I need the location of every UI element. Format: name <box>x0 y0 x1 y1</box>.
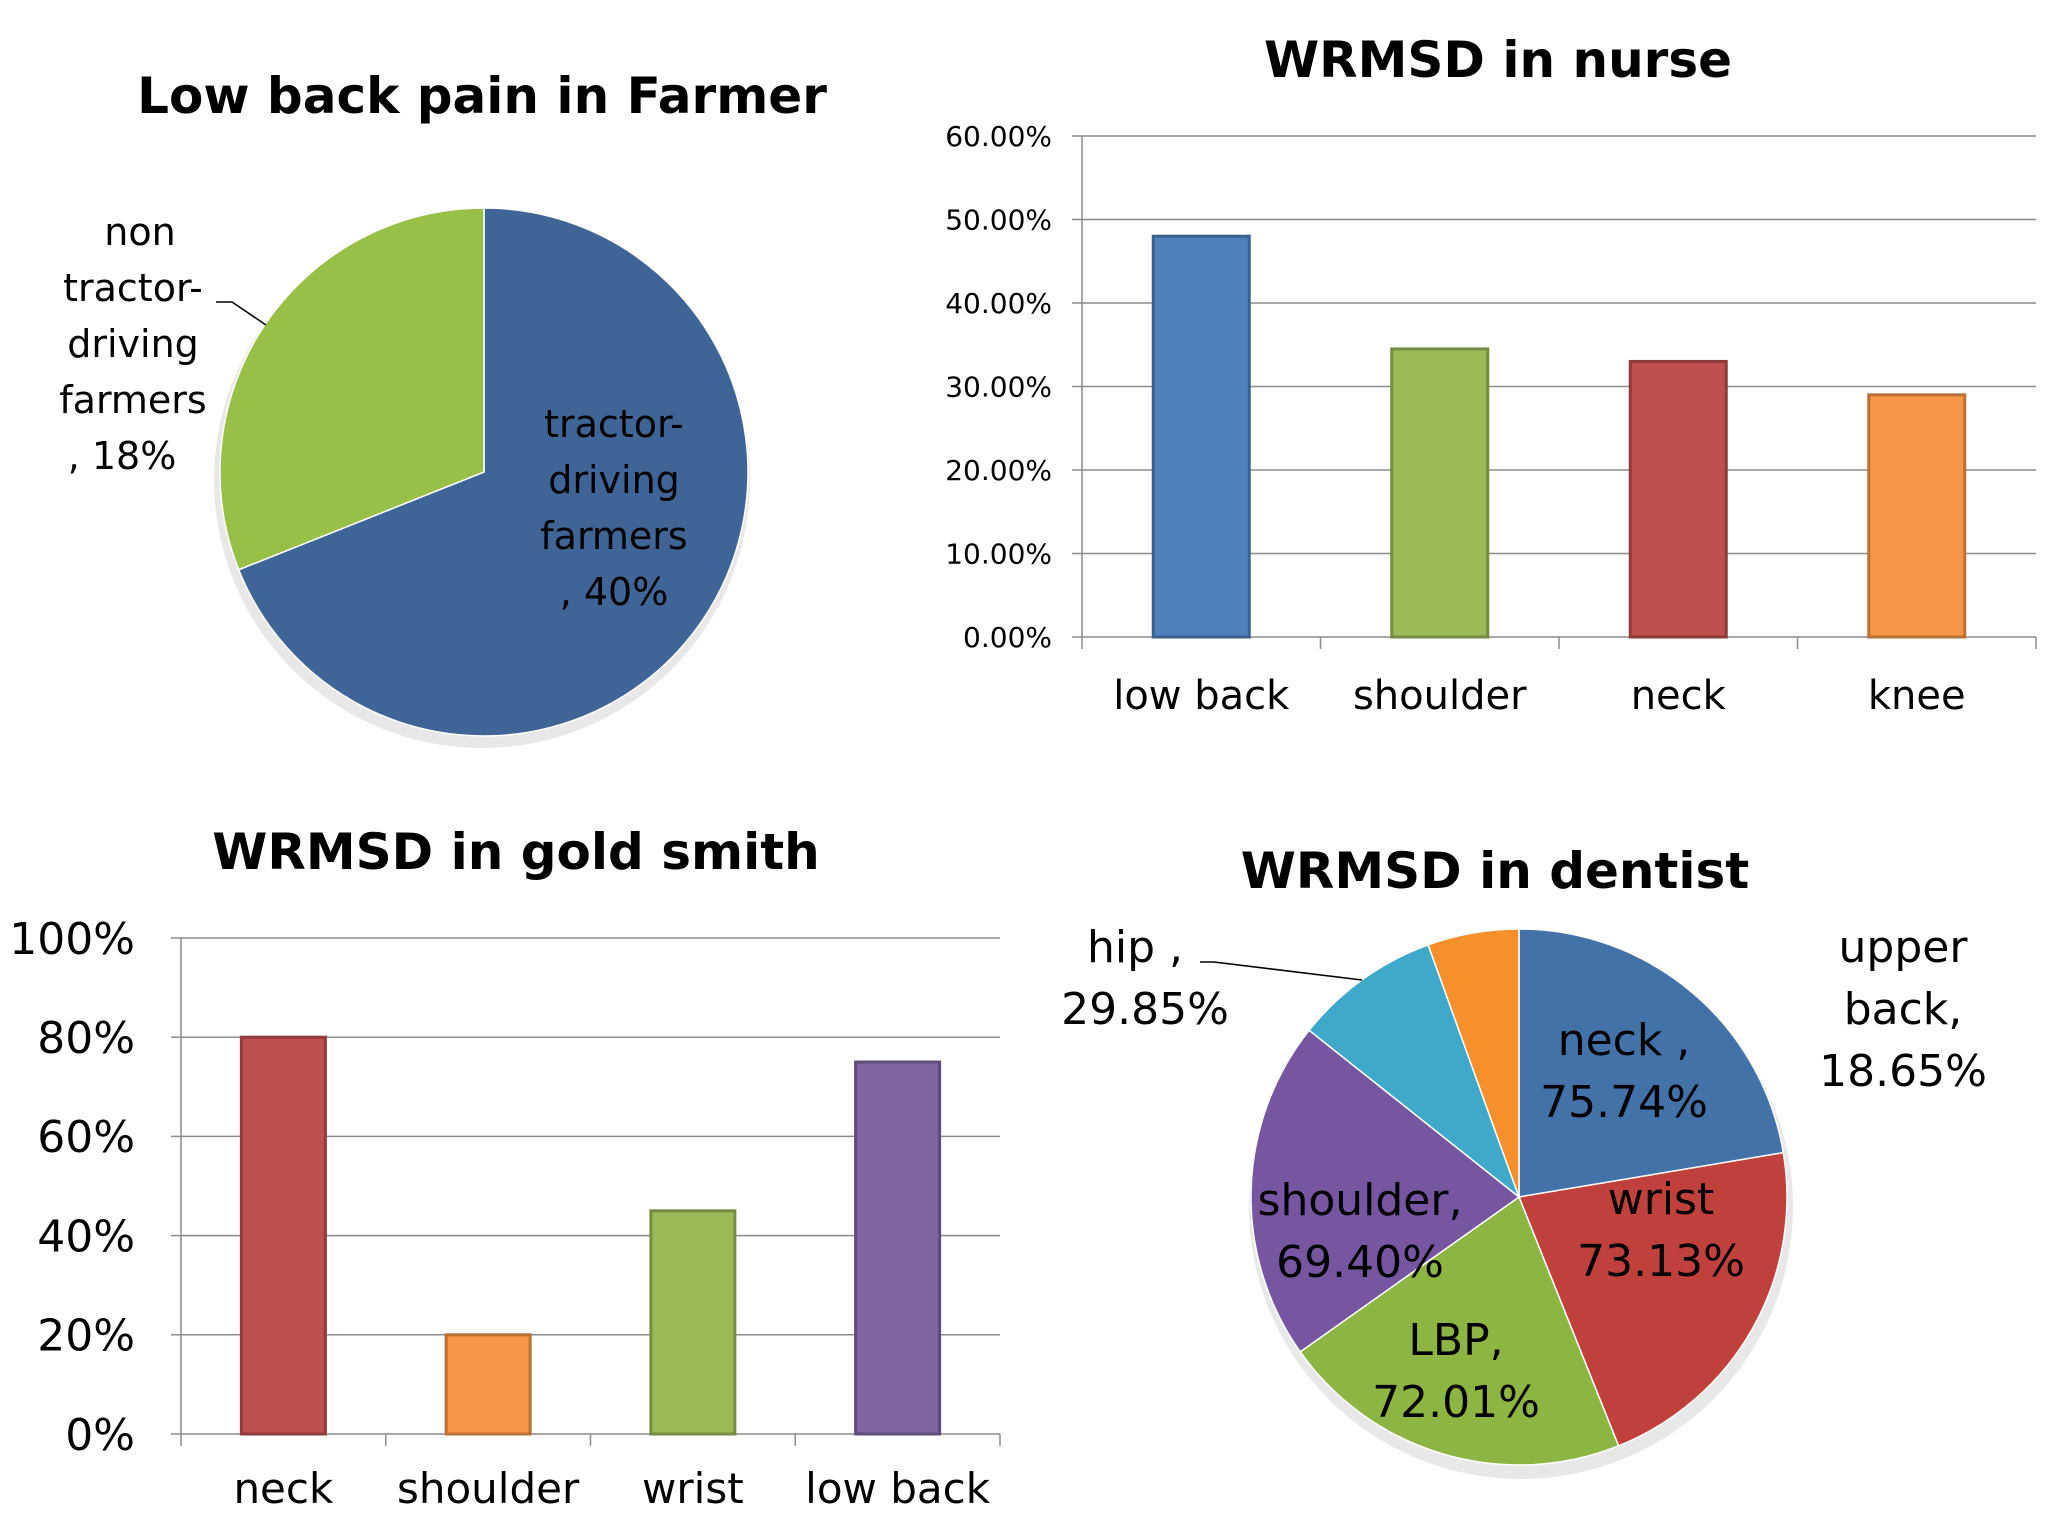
farmer-label-non-tractor-line: driving <box>67 322 199 366</box>
goldsmith-y-tick-label: 100% <box>9 914 135 965</box>
nurse-bar-low-back <box>1151 234 1251 639</box>
farmer-pie-slice-tractor <box>237 207 749 737</box>
farmer-label-tractor-line: driving <box>548 458 680 502</box>
dentist-pie-slice-LBP <box>1299 1195 1620 1466</box>
nurse-y-tick-label: 60.00% <box>945 120 1052 153</box>
goldsmith-bar-low-back <box>854 1060 942 1436</box>
nurse-x-category-label: low back <box>1113 673 1290 719</box>
farmer-label-non-tractor-line: , 18% <box>68 434 177 478</box>
goldsmith-y-tick-label: 0% <box>65 1410 135 1461</box>
dentist-label-neck: neck , <box>1558 1015 1691 1066</box>
nurse-y-tick-label: 50.00% <box>945 204 1052 237</box>
dentist-hip-leader-line <box>1200 961 1363 981</box>
dentist-chart-title: WRMSD in dentist <box>1241 842 1749 900</box>
dentist-label-upper-back: 18.65% <box>1819 1046 1987 1097</box>
dentist-pie-slice-hip <box>1308 943 1521 1200</box>
nurse-x-category-label: knee <box>1868 673 1966 719</box>
nurse-x-category-label: shoulder <box>1353 673 1527 719</box>
dentist-label-neck: 75.74% <box>1540 1077 1708 1128</box>
dentist-pie-chart: WRMSD in dentist neck , 75.74% wrist 73.13% L… <box>1061 842 1987 1479</box>
dentist-label-wrist: 73.13% <box>1577 1236 1745 1287</box>
dentist-label-LBP: LBP, <box>1408 1315 1503 1366</box>
dentist-pie-slice-shoulder <box>1250 1029 1521 1353</box>
nurse-y-tick-label: 40.00% <box>945 287 1052 320</box>
farmer-label-non-tractor-line: farmers <box>59 378 206 422</box>
goldsmith-bar-wrist <box>649 1209 737 1436</box>
nurse-bar-chart: WRMSD in nurse 0.00% 10.00% 20.00% 30.00% 40.… <box>945 31 2037 719</box>
goldsmith-y-tick-label: 80% <box>37 1013 135 1064</box>
farmer-label-tractor-line: tractor- <box>544 402 684 446</box>
goldsmith-x-category-label: shoulder <box>397 1464 580 1513</box>
dentist-label-shoulder: 69.40% <box>1276 1237 1444 1288</box>
dentist-label-upper-back: back, <box>1844 984 1963 1035</box>
goldsmith-bar-chart: WRMSD in gold smith 0% 20% 40% 60% 80% 100% nec… <box>9 823 1001 1513</box>
nurse-x-category-label: neck <box>1631 673 1727 719</box>
nurse-bar-shoulder <box>1390 347 1490 639</box>
dentist-label-hip: 29.85% <box>1061 984 1229 1035</box>
nurse-bar-neck <box>1628 359 1728 639</box>
goldsmith-x-category-label: neck <box>233 1464 334 1513</box>
nurse-y-tick-label: 30.00% <box>945 371 1052 404</box>
nurse-y-tick-label: 0.00% <box>963 621 1052 654</box>
dentist-pie-slice-neck <box>1518 928 1785 1198</box>
goldsmith-chart-title: WRMSD in gold smith <box>212 823 819 881</box>
dentist-label-hip: hip , <box>1087 922 1183 973</box>
farmer-label-non-tractor-line: tractor- <box>63 266 203 310</box>
farmer-label-tractor-line: , 40% <box>560 570 669 614</box>
dentist-label-LBP: 72.01% <box>1372 1377 1540 1428</box>
farmer-pie-chart: Low back pain in Farmer tractor-driving fa… <box>59 67 827 748</box>
nurse-y-tick-label: 20.00% <box>945 454 1052 487</box>
dentist-pie-slice-upper-back <box>1427 928 1520 1198</box>
goldsmith-x-category-label: wrist <box>642 1464 744 1513</box>
nurse-chart-title: WRMSD in nurse <box>1264 31 1732 89</box>
nurse-y-tick-label: 10.00% <box>945 538 1052 571</box>
farmer-chart-title: Low back pain in Farmer <box>137 67 827 125</box>
dentist-label-upper-back: upper <box>1839 922 1969 973</box>
nurse-bar-knee <box>1867 393 1967 639</box>
goldsmith-bar-shoulder <box>444 1333 532 1436</box>
goldsmith-y-tick-label: 20% <box>37 1311 135 1362</box>
farmer-label-non-tractor-line: non <box>104 210 175 254</box>
dentist-label-wrist: wrist <box>1608 1174 1714 1225</box>
dentist-pie-slice-wrist <box>1517 1151 1788 1447</box>
goldsmith-x-category-label: low back <box>805 1464 991 1513</box>
goldsmith-y-tick-label: 60% <box>37 1112 135 1163</box>
farmer-label-tractor-line: farmers <box>540 514 687 558</box>
dentist-label-shoulder: shoulder, <box>1258 1175 1463 1226</box>
goldsmith-bar-neck <box>239 1035 327 1436</box>
farmer-leader-line <box>216 301 267 326</box>
goldsmith-y-tick-label: 40% <box>37 1211 135 1262</box>
